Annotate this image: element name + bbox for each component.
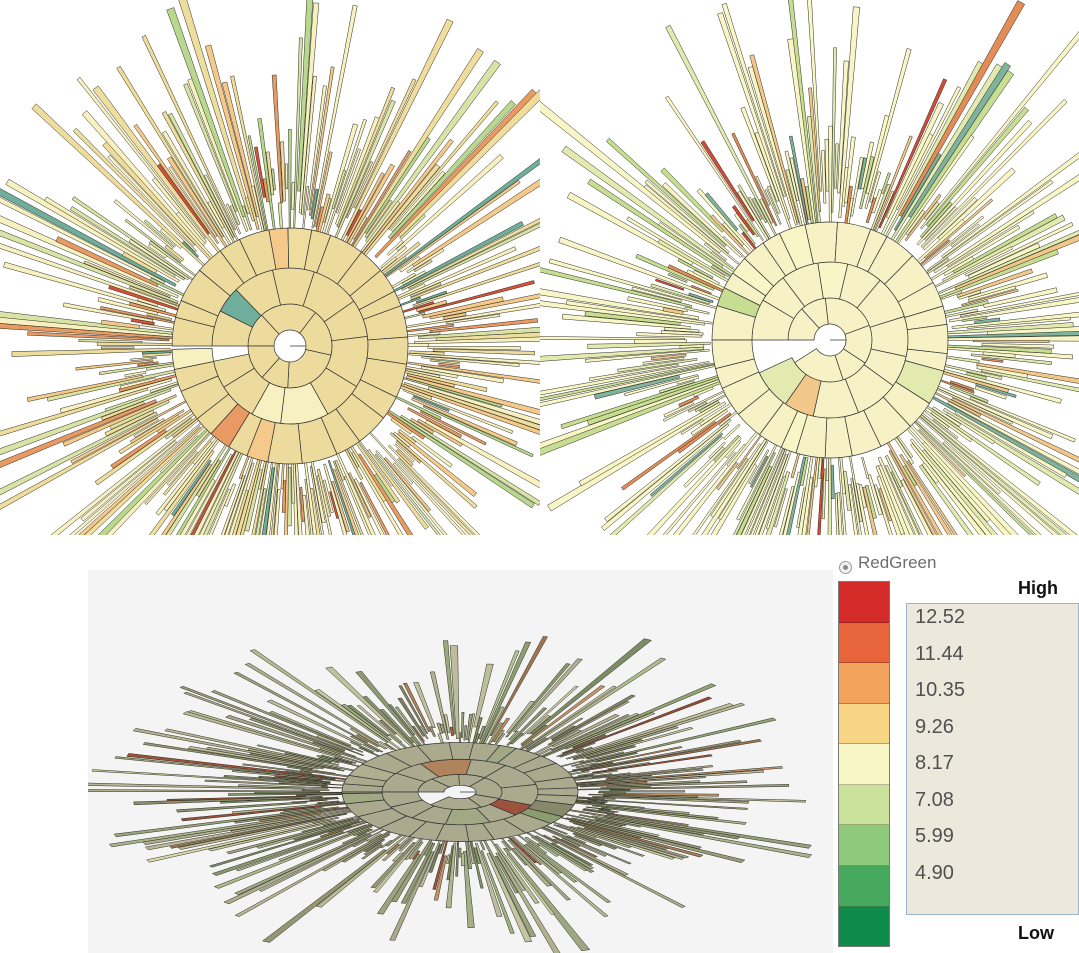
legend-low-label: Low (1018, 923, 1054, 944)
sunburst-bar (947, 356, 980, 363)
sunburst-bar (285, 164, 288, 189)
sunburst-3d-chart (88, 570, 833, 953)
sunburst-bar (610, 790, 631, 791)
legend-swatch (839, 785, 889, 826)
sunburst-bar (101, 347, 134, 349)
sunburst-bar (302, 789, 329, 791)
sunburst-bar (722, 3, 786, 196)
legend-value: 5.99 (915, 825, 954, 848)
sunburst-bar (79, 339, 142, 343)
color-scheme-label: RedGreen (858, 553, 936, 573)
legend-value: 10.35 (915, 679, 965, 702)
sunburst-panel-top-right[interactable] (540, 0, 1079, 535)
sunburst-chart-top-right (540, 0, 1079, 535)
sunburst-bar (634, 340, 686, 344)
color-scheme-radio[interactable] (839, 561, 852, 574)
sunburst-bar (239, 456, 249, 479)
legend-swatch (839, 704, 889, 745)
legend-swatch (839, 825, 889, 866)
legend-color-bar (838, 581, 890, 947)
legend-swatch (839, 663, 889, 704)
sunburst-bar (459, 848, 461, 857)
legend-value: 9.26 (915, 716, 954, 739)
sunburst-bar (459, 733, 461, 743)
legend-high-label: High (1018, 578, 1058, 599)
legend-value: 4.90 (915, 862, 954, 885)
sunburst-bar (826, 458, 829, 481)
legend-swatch (839, 623, 889, 664)
legend-swatch (839, 866, 889, 907)
legend-value: 11.44 (915, 643, 964, 666)
sunburst-bar (278, 203, 283, 229)
legend-value: 7.08 (915, 789, 954, 812)
sunburst-3d-panel[interactable] (88, 570, 833, 953)
sunburst-bar (408, 343, 429, 346)
legend-value: 12.52 (915, 606, 965, 629)
sunburst-chart-top-left (0, 0, 540, 535)
sunburst-panel-top-left[interactable] (0, 0, 540, 535)
sunburst-segment (907, 324, 948, 353)
legend-swatch (839, 744, 889, 785)
sunburst-bar (461, 854, 465, 866)
legend-value-box: 12.52 11.44 10.35 9.26 8.17 7.08 5.99 4.90 (906, 603, 1079, 915)
legend-value: 8.17 (915, 752, 954, 775)
legend-swatch (839, 582, 889, 623)
sunburst-bar (862, 457, 870, 479)
sunburst-bar (685, 307, 710, 314)
sunburst-bar (405, 312, 426, 318)
sunburst-bar (973, 340, 1049, 343)
color-legend: RedGreen High 12.52 11.44 10.35 9.26 8.17 7.0… (830, 548, 1079, 953)
legend-swatch (839, 907, 889, 947)
sunburst-segment (342, 792, 382, 794)
sunburst-bar (831, 465, 834, 499)
sunburst-bar (288, 129, 291, 228)
